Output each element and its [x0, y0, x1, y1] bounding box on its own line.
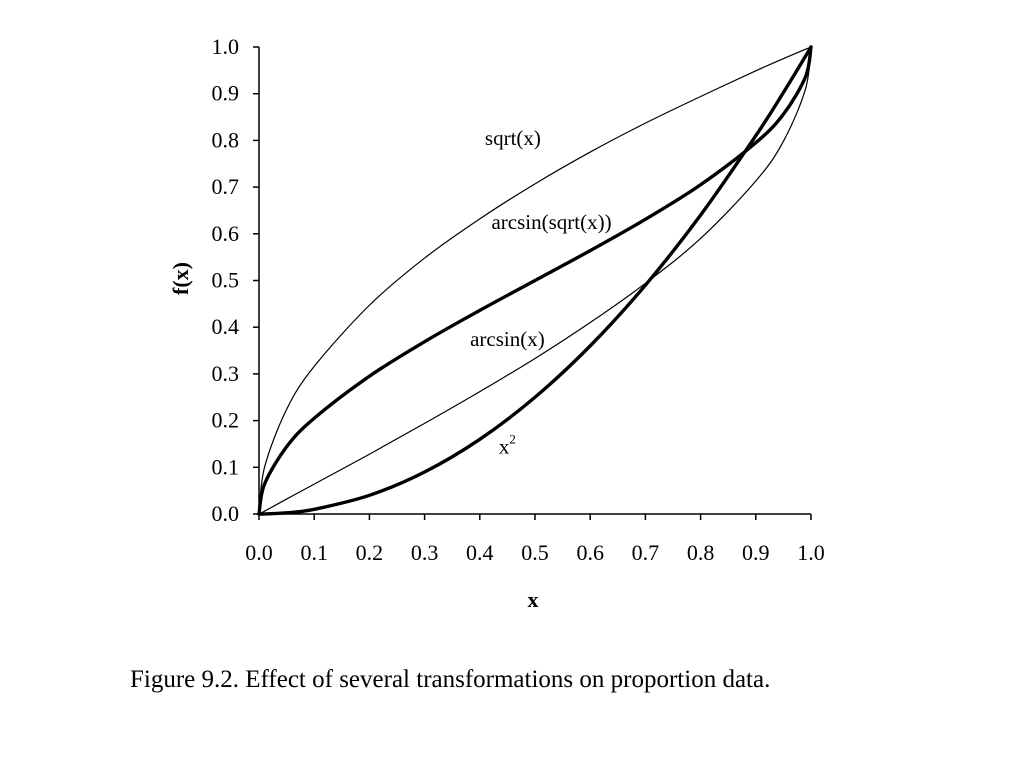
x-tick-label: 0.7	[632, 540, 660, 565]
curves	[257, 45, 813, 516]
series-line-arcsin-sqrt-x	[257, 45, 813, 516]
y-tick-label: 0.7	[212, 174, 240, 199]
y-tick-label: 0.0	[212, 501, 240, 526]
y-tick-label: 1.0	[212, 34, 240, 59]
series-label-arcsin-x: arcsin(x)	[470, 327, 545, 351]
x-tick-label: 0.3	[411, 540, 439, 565]
y-tick-label: 0.3	[212, 361, 240, 386]
x-tick-label: 0.1	[300, 540, 328, 565]
series-line-sqrt-x	[258, 46, 812, 515]
x-tick-label: 0.8	[687, 540, 715, 565]
y-tick-label: 0.2	[212, 408, 240, 433]
y-axis-title: f(x)	[168, 262, 193, 295]
x-tick-label: 0.9	[742, 540, 770, 565]
curve-labels: sqrt(x) arcsin(sqrt(x)) arcsin(x) x2	[470, 126, 612, 458]
series-line-x-sq	[257, 45, 813, 516]
y-ticks: 0.0 0.1 0.2 0.3 0.4 0.5 0.6 0.7 0.8 0.9 1.0	[212, 34, 259, 526]
series-line-arcsin-x	[258, 46, 812, 515]
x-tick-label: 0.4	[466, 540, 494, 565]
y-tick-label: 0.8	[212, 127, 240, 152]
x-axis-title: x	[528, 587, 539, 612]
plot-axes: 0.0 0.1 0.2 0.3 0.4 0.5 0.6 0.7 0.8 0.9 1.0 0.0 0.1…	[212, 34, 825, 565]
x-ticks: 0.0 0.1 0.2 0.3 0.4 0.5 0.6 0.7 0.8 0.9 1.0	[245, 514, 825, 565]
y-tick-label: 0.9	[212, 81, 240, 106]
series-label-text: sqrt(x)	[485, 126, 541, 150]
x-tick-label: 0.5	[521, 540, 549, 565]
series-label-superscript: 2	[509, 431, 516, 446]
y-tick-label: 0.4	[212, 314, 240, 339]
x-tick-label: 0.0	[245, 540, 273, 565]
x-tick-label: 0.6	[576, 540, 604, 565]
series-label-sqrt-x: sqrt(x)	[485, 126, 541, 150]
figure-caption: Figure 9.2. Effect of several transforma…	[130, 666, 771, 693]
y-tick-label: 0.1	[212, 454, 240, 479]
series-label-text: x	[499, 434, 510, 458]
x-tick-label: 1.0	[797, 540, 825, 565]
x-tick-label: 0.2	[356, 540, 384, 565]
y-tick-label: 0.5	[212, 268, 240, 293]
series-label-arcsin-sqrt-x: arcsin(sqrt(x))	[491, 210, 611, 234]
series-label-text: arcsin(x)	[470, 327, 545, 351]
series-label-text: arcsin(sqrt(x))	[491, 210, 611, 234]
y-tick-label: 0.6	[212, 221, 240, 246]
series-label-x-sq: x2	[499, 431, 516, 458]
